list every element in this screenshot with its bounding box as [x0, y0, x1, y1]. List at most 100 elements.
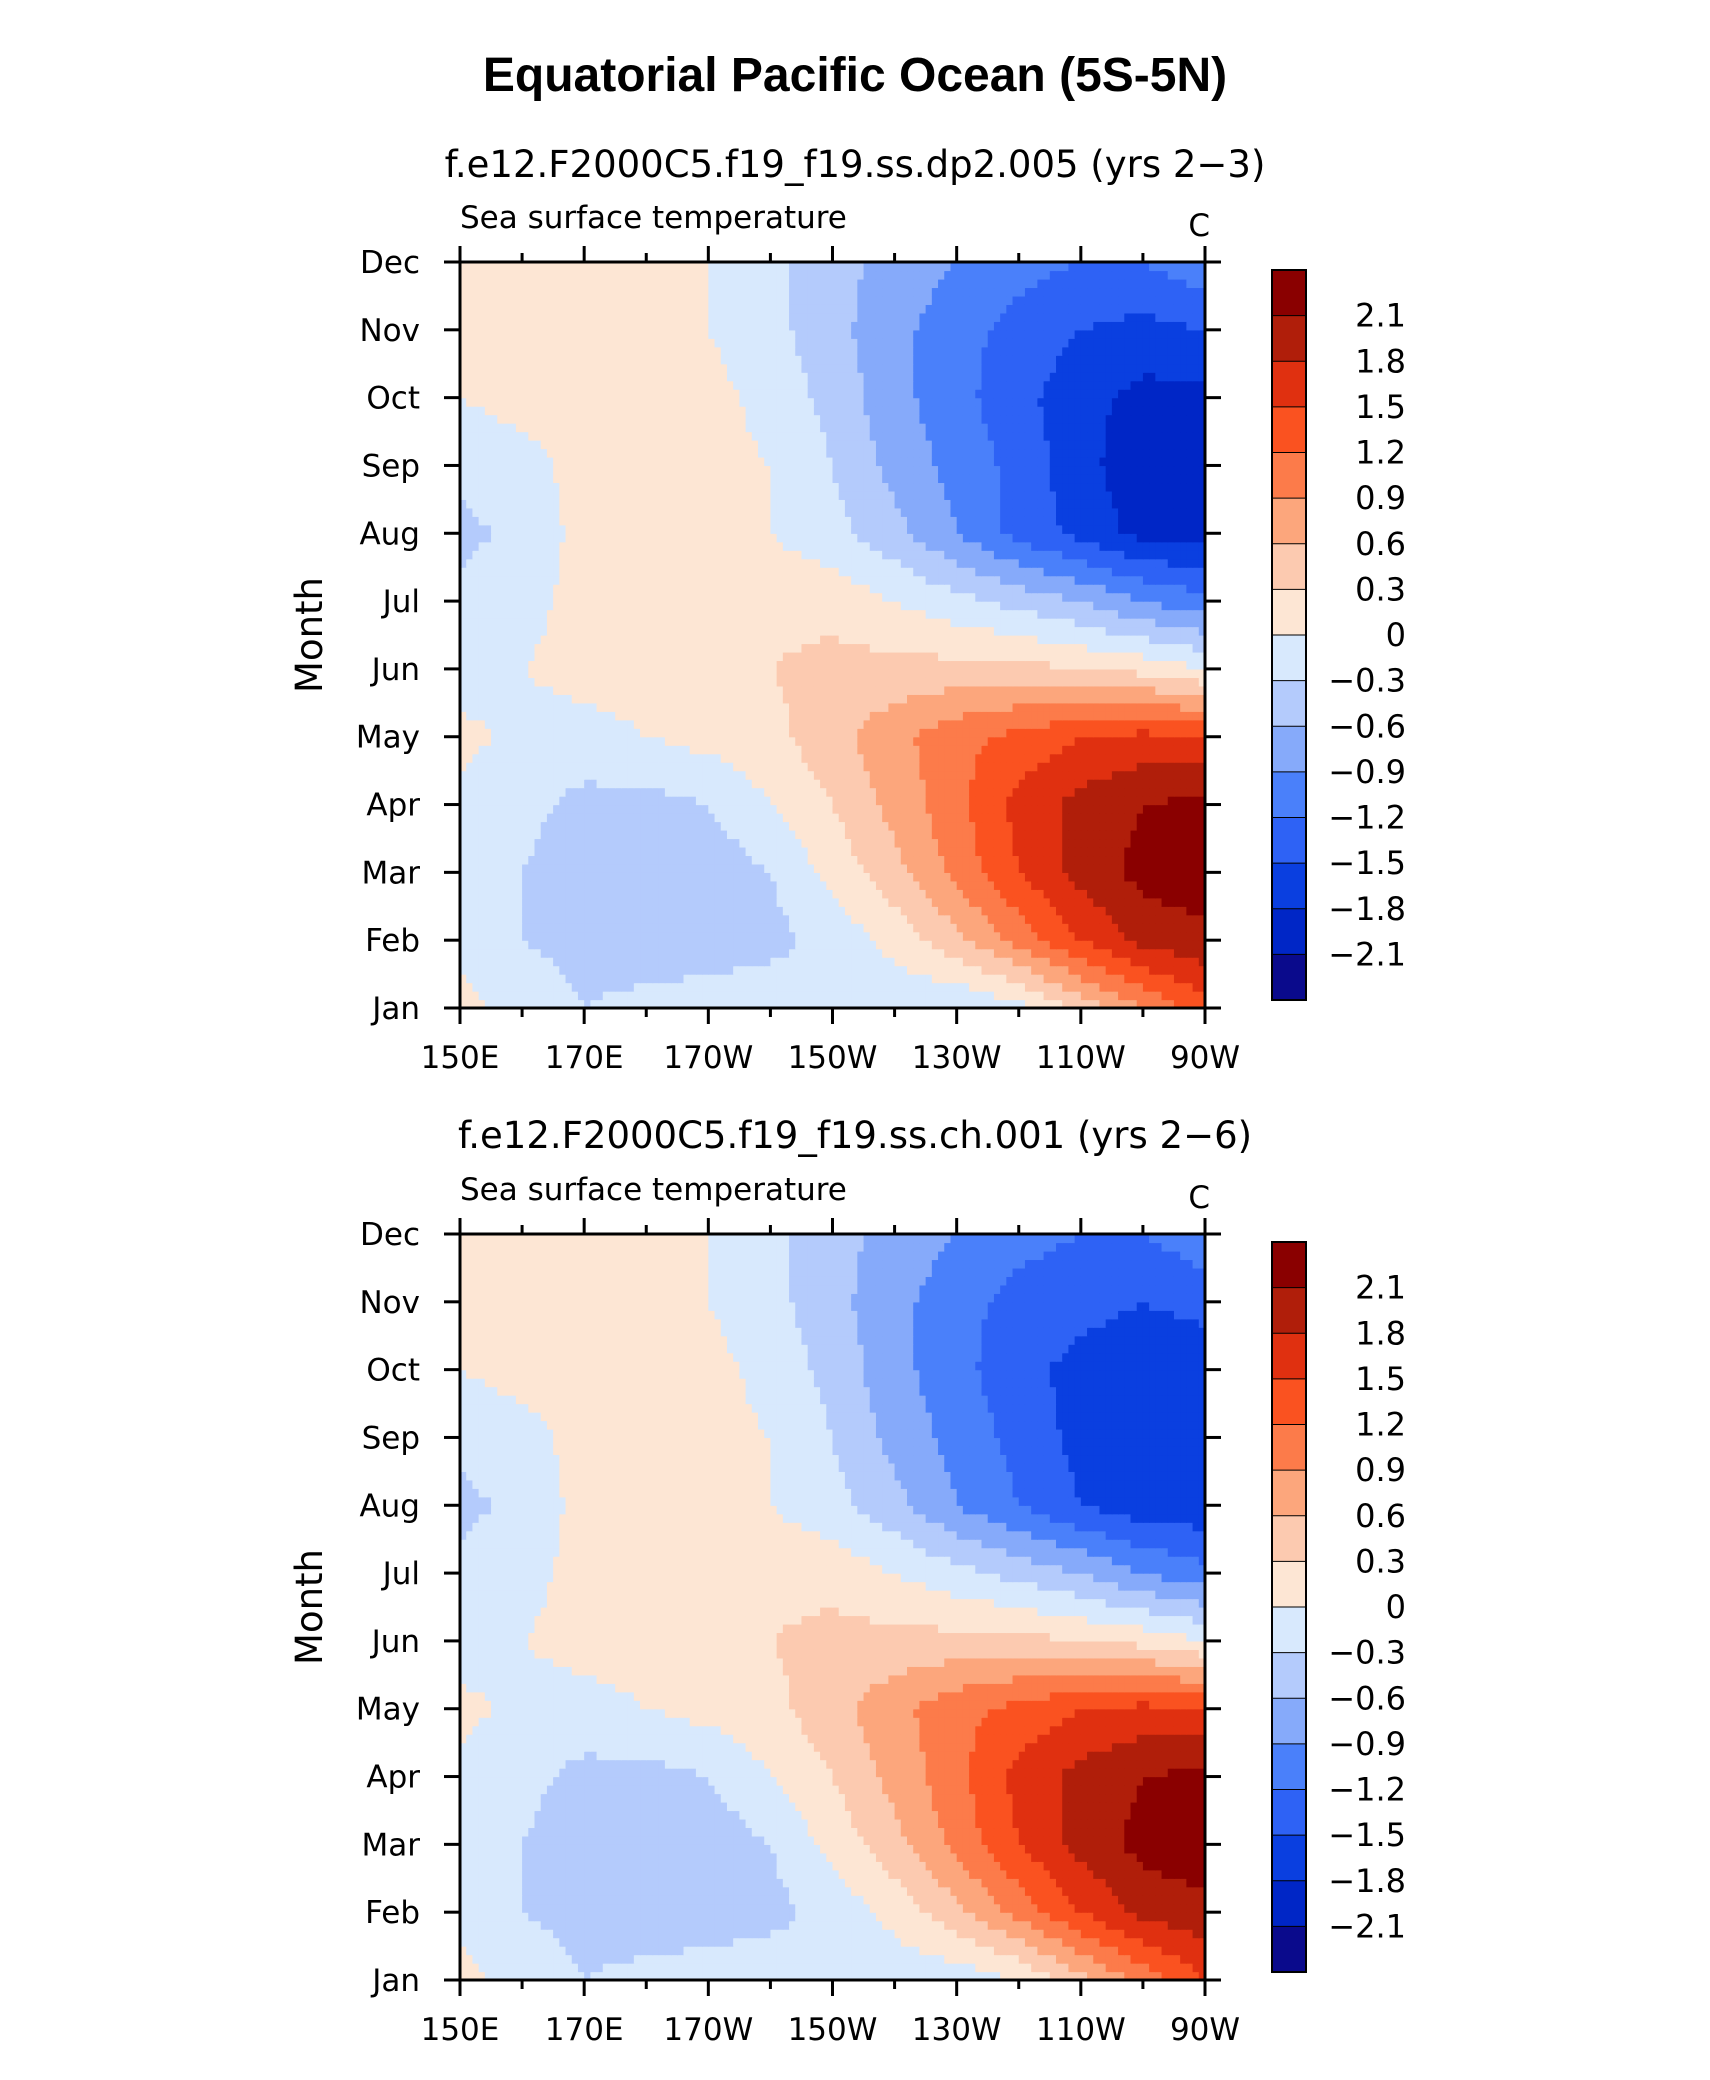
sst-cell — [484, 863, 492, 873]
sst-cell — [931, 796, 939, 806]
sst-cell — [1198, 660, 1206, 670]
sst-cell — [460, 897, 467, 907]
sst-cell — [702, 736, 709, 746]
sst-cell — [869, 897, 877, 907]
sst-cell — [782, 914, 790, 924]
sst-cell — [1006, 745, 1014, 755]
sst-cell — [838, 770, 846, 780]
sst-cell — [515, 931, 523, 941]
sst-cell — [820, 728, 827, 738]
sst-cell — [1155, 685, 1163, 695]
sst-cell — [913, 779, 921, 789]
sst-cell — [559, 991, 567, 1001]
sst-cell — [602, 957, 610, 967]
sst-cell — [497, 685, 505, 695]
sst-cell — [925, 999, 933, 1009]
sst-cell — [1142, 889, 1150, 899]
sst-cell — [882, 948, 889, 958]
sst-cell — [1099, 880, 1107, 890]
sst-cell — [577, 660, 585, 670]
sst-cell — [1130, 702, 1138, 712]
sst-cell — [894, 668, 902, 678]
sst-cell — [1006, 677, 1014, 687]
sst-cell — [609, 965, 616, 975]
sst-cell — [1142, 906, 1150, 916]
sst-cell — [714, 745, 722, 755]
sst-cell — [1074, 872, 1082, 882]
sst-cell — [832, 728, 840, 738]
sst-cell — [1167, 948, 1175, 958]
sst-cell — [888, 770, 896, 780]
sst-cell — [894, 838, 902, 848]
sst-cell — [801, 965, 809, 975]
sst-cell — [888, 685, 896, 695]
sst-cell — [900, 948, 908, 958]
sst-cell — [739, 753, 747, 763]
sst-cell — [758, 846, 765, 857]
sst-cell — [938, 863, 945, 873]
sst-cell — [782, 668, 790, 678]
sst-cell — [683, 796, 691, 806]
sst-cell — [658, 923, 666, 933]
sst-cell — [1000, 863, 1007, 873]
sst-cell — [863, 677, 871, 687]
sst-cell — [987, 694, 995, 704]
sst-cell — [484, 753, 492, 763]
sst-cell — [553, 745, 560, 755]
sst-cell — [764, 711, 772, 721]
sst-cell — [683, 863, 691, 873]
sst-cell — [975, 982, 983, 992]
sst-cell — [714, 762, 722, 772]
sst-cell — [913, 957, 921, 967]
sst-cell — [702, 991, 709, 1001]
sst-cell — [522, 711, 529, 721]
sst-cell — [1099, 906, 1107, 916]
sst-cell — [944, 914, 952, 924]
sst-cell — [1012, 872, 1020, 882]
sst-cell — [602, 889, 610, 899]
sst-cell — [658, 694, 666, 704]
sst-cell — [565, 821, 573, 831]
sst-cell — [1012, 728, 1020, 738]
sst-cell — [702, 779, 709, 789]
sst-cell — [795, 745, 803, 755]
sst-cell — [975, 974, 983, 984]
sst-cell — [1000, 736, 1007, 746]
sst-cell — [857, 711, 865, 721]
sst-cell — [1149, 694, 1156, 704]
sst-cell — [677, 651, 685, 662]
sst-cell — [950, 779, 958, 789]
sst-cell — [1118, 948, 1125, 958]
sst-cell — [515, 846, 523, 857]
sst-cell — [596, 991, 604, 1001]
sst-cell — [919, 863, 927, 873]
sst-cell — [1118, 838, 1125, 848]
sst-cell — [795, 796, 803, 806]
sst-cell — [528, 728, 536, 738]
sst-cell — [664, 736, 672, 746]
sst-cell — [801, 999, 809, 1009]
sst-cell — [1056, 948, 1063, 958]
sst-cell — [863, 813, 871, 823]
sst-cell — [1161, 762, 1169, 772]
sst-cell — [770, 719, 778, 729]
sst-cell — [1142, 719, 1150, 729]
sst-cell — [770, 991, 778, 1001]
sst-cell — [478, 762, 486, 772]
sst-cell — [1037, 931, 1045, 941]
panel-title: f.e12.F2000C5.f19_f19.ss.dp2.005 (yrs 2−… — [445, 143, 1266, 186]
sst-cell — [633, 914, 641, 924]
sst-cell — [925, 685, 933, 695]
sst-cell — [553, 668, 560, 678]
sst-cell — [1111, 880, 1119, 890]
sst-cell — [609, 770, 616, 780]
sst-cell — [503, 813, 511, 823]
sst-cell — [702, 999, 709, 1009]
sst-cell — [720, 677, 728, 687]
sst-cell — [1192, 889, 1200, 899]
sst-cell — [807, 821, 815, 831]
sst-cell — [733, 660, 740, 670]
sst-cell — [466, 677, 474, 687]
sst-cell — [813, 999, 821, 1009]
sst-cell — [956, 991, 964, 1001]
